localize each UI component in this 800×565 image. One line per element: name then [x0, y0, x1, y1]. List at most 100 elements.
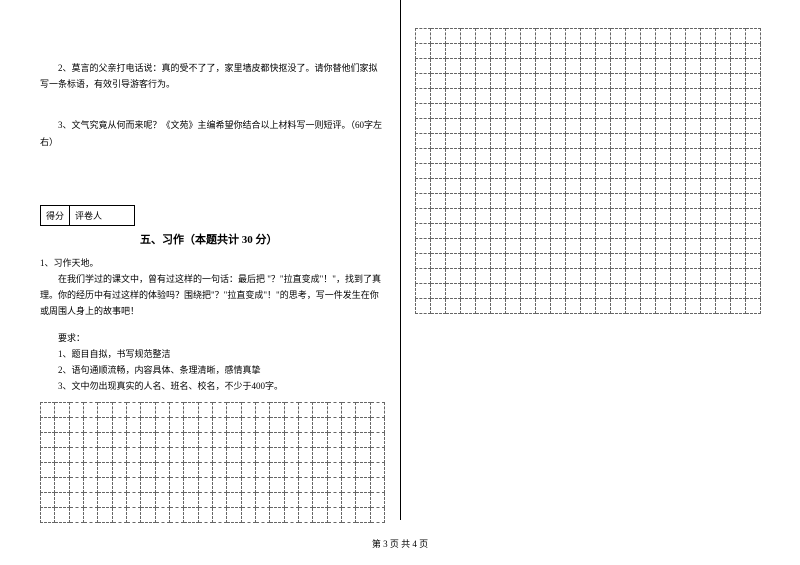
grid-cell [671, 224, 686, 239]
grid-cell [431, 224, 446, 239]
grid-cell [69, 493, 83, 508]
grid-cell [69, 508, 83, 523]
grid-cell [536, 269, 551, 284]
requirement-3: 3、文中勿出现真实的人名、班名、校名，不少于400字。 [58, 378, 385, 394]
grid-cell [141, 508, 155, 523]
grid-cell [551, 299, 566, 314]
grid-cell [169, 418, 183, 433]
grid-cell [155, 493, 169, 508]
grid-cell [731, 149, 746, 164]
grid-cell [83, 508, 97, 523]
grid-cell [491, 134, 506, 149]
grid-cell [566, 89, 581, 104]
grid-cell [506, 269, 521, 284]
grid-cell [641, 224, 656, 239]
grid-cell [641, 74, 656, 89]
grid-cell [255, 493, 269, 508]
writing-grid-left [40, 402, 385, 523]
grid-cell [566, 104, 581, 119]
grid-cell [716, 104, 731, 119]
grid-cell [126, 418, 140, 433]
grid-cell [686, 119, 701, 134]
grid-cell [431, 299, 446, 314]
grid-cell [611, 104, 626, 119]
grid-cell [701, 29, 716, 44]
grid-cell [536, 89, 551, 104]
grid-cell [491, 224, 506, 239]
grid-cell [671, 254, 686, 269]
grid-cell [491, 59, 506, 74]
grid-cell [506, 179, 521, 194]
writing-grid-right [415, 28, 770, 314]
grid-cell [241, 448, 255, 463]
grid-cell [551, 104, 566, 119]
grid-cell [255, 433, 269, 448]
grid-cell [596, 149, 611, 164]
grid-cell [212, 433, 226, 448]
grid-cell [461, 224, 476, 239]
grid-cell [746, 149, 761, 164]
grid-cell [731, 29, 746, 44]
essay-number: 1、习作天地。 [40, 255, 385, 271]
grid-cell [566, 224, 581, 239]
grid-cell [112, 418, 126, 433]
grid-cell [255, 403, 269, 418]
grid-cell [716, 284, 731, 299]
grid-cell [731, 239, 746, 254]
grid-cell [446, 104, 461, 119]
column-divider [400, 0, 401, 520]
grid-cell [431, 134, 446, 149]
grid-cell [671, 149, 686, 164]
grid-cell [431, 164, 446, 179]
grid-cell [641, 194, 656, 209]
grid-cell [270, 493, 284, 508]
grid-cell [491, 179, 506, 194]
grid-cell [461, 299, 476, 314]
grid-cell [656, 149, 671, 164]
grid-cell [671, 209, 686, 224]
grid-cell [461, 164, 476, 179]
grid-cell [641, 29, 656, 44]
grid-cell [506, 149, 521, 164]
grid-cell [416, 269, 431, 284]
grid-cell [298, 493, 312, 508]
grid-cell [551, 59, 566, 74]
grid-cell [671, 269, 686, 284]
grid-cell [596, 59, 611, 74]
grid-cell [686, 149, 701, 164]
grid-cell [521, 104, 536, 119]
grid-cell [716, 224, 731, 239]
grid-cell [476, 74, 491, 89]
grid-cell [551, 254, 566, 269]
grid-cell [611, 179, 626, 194]
grid-cell [731, 194, 746, 209]
grid-cell [184, 463, 198, 478]
grid-cell [155, 448, 169, 463]
grid-cell [686, 284, 701, 299]
grid-cell [686, 194, 701, 209]
grid-cell [611, 269, 626, 284]
grid-cell [581, 224, 596, 239]
grid-cell [686, 254, 701, 269]
grid-cell [416, 89, 431, 104]
requirement-2: 2、语句通顺流畅，内容具体、条理清晰，感情真挚 [58, 362, 385, 378]
grid-cell [551, 194, 566, 209]
grid-cell [461, 134, 476, 149]
grid-cell [270, 508, 284, 523]
grid-cell [476, 224, 491, 239]
grid-cell [241, 478, 255, 493]
grid-cell [83, 448, 97, 463]
grid-cell [506, 59, 521, 74]
grid-cell [701, 89, 716, 104]
grid-cell [198, 508, 212, 523]
grid-cell [731, 44, 746, 59]
grid-cell [581, 119, 596, 134]
grid-cell [126, 478, 140, 493]
grid-cell [476, 269, 491, 284]
grid-cell [671, 59, 686, 74]
grid-cell [611, 89, 626, 104]
grid-cell [566, 44, 581, 59]
grid-cell [126, 448, 140, 463]
grid-cell [227, 508, 241, 523]
grid-cell [746, 29, 761, 44]
